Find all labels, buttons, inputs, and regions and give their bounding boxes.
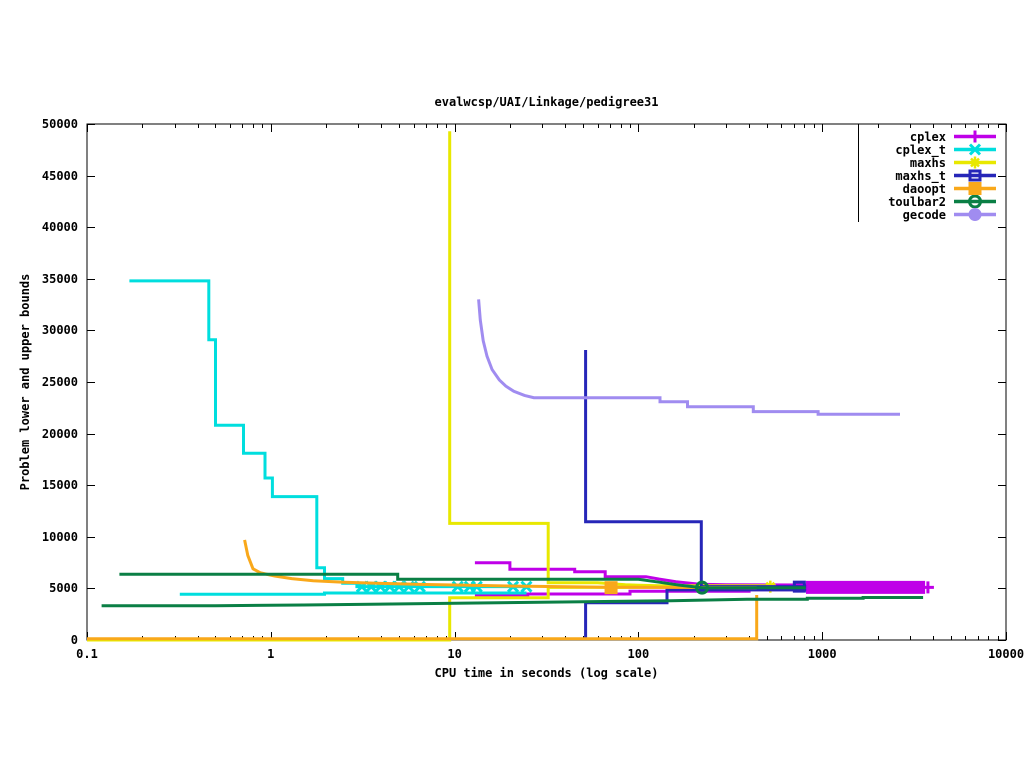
marker-star (969, 156, 981, 169)
legend-label-daoopt: daoopt (902, 181, 946, 196)
legend-item-toulbar2: toulbar2 (835, 194, 997, 209)
marker-plus (921, 581, 934, 594)
marker-square-open (968, 169, 982, 182)
series-line-maxhs_t (584, 350, 807, 589)
legend-sample-maxhs (954, 156, 996, 169)
legend-item-cplex_t: cplex_t (835, 142, 997, 157)
y-tick-label: 20000 (41, 426, 78, 441)
series-line-cplex (474, 561, 807, 587)
legend-item-gecode: gecode (835, 207, 997, 222)
legend-label-maxhs_t: maxhs_t (895, 168, 946, 183)
y-tick-label: 50000 (41, 117, 78, 131)
marker-square-filled (604, 581, 618, 595)
legend: cplex cplex_t maxhs maxhs_t daoopt toulbar2 ge… (835, 129, 997, 222)
series-line-toulbar2 (101, 596, 924, 608)
y-tick-label: 25000 (41, 375, 78, 389)
series-toulbar2 (101, 572, 924, 608)
legend-sample-gecode (954, 208, 996, 221)
y-tick-label: 40000 (41, 220, 78, 235)
legend-sample-cplex_t (954, 143, 996, 156)
y-tick-label: 10000 (41, 529, 78, 544)
y-tick-label: 0 (70, 633, 78, 647)
x-axis-label: CPU time in seconds (log scale) (434, 666, 659, 680)
legend-sample-daoopt (954, 182, 996, 195)
series-line-daoopt (243, 539, 757, 590)
marker-circle-open (968, 195, 982, 208)
series-line-maxhs_t (584, 588, 807, 639)
series-maxhs (87, 131, 777, 642)
legend-sample-toulbar2 (954, 195, 996, 208)
marker-circle-filled (968, 208, 982, 221)
marker-circle-open (695, 580, 710, 595)
x-tick-label: 1 (267, 647, 275, 661)
legend-label-cplex_t: cplex_t (895, 142, 946, 157)
legend-sample-cplex (954, 130, 996, 143)
series-cplex_t (129, 279, 533, 596)
legend-sample-maxhs_t (954, 169, 996, 182)
legend-item-cplex: cplex (835, 129, 997, 144)
x-tick-label: 0.1 (76, 647, 98, 661)
legend-label-toulbar2: toulbar2 (888, 194, 946, 209)
y-tick-label: 35000 (41, 271, 78, 286)
legend-label-maxhs: maxhs (909, 155, 946, 170)
x-tick-label: 100 (627, 647, 650, 661)
series-gecode (477, 299, 900, 416)
series-line-maxhs (448, 131, 776, 588)
series-line-cplex_t (129, 279, 527, 589)
x-tick-label: 1000 (807, 647, 837, 661)
x-tick-label: 10 (447, 647, 462, 661)
legend-item-maxhs_t: maxhs_t (835, 168, 997, 183)
marker-square-filled (968, 182, 982, 195)
series-line-daoopt (87, 595, 759, 641)
series-line-gecode (477, 299, 900, 416)
series-daoopt (87, 539, 759, 641)
legend-item-maxhs: maxhs (835, 155, 997, 170)
marker-x (451, 580, 464, 593)
marker-x (968, 143, 982, 156)
y-tick-label: 5000 (49, 581, 78, 596)
series-line-toulbar2 (119, 572, 806, 590)
chart-title: evalwcsp/UAI/Linkage/pedigree31 (434, 95, 659, 109)
y-tick-label: 45000 (41, 168, 78, 183)
legend-label-cplex: cplex (909, 129, 946, 144)
y-tick-label: 15000 (41, 478, 78, 493)
x-tick-label: 10000 (987, 647, 1024, 661)
series-line-cplex_t (179, 591, 527, 596)
marker-plus (969, 130, 981, 143)
legend-item-daoopt: daoopt (835, 181, 997, 196)
legend-label-gecode: gecode (902, 207, 946, 222)
y-tick-label: 30000 (41, 323, 78, 338)
